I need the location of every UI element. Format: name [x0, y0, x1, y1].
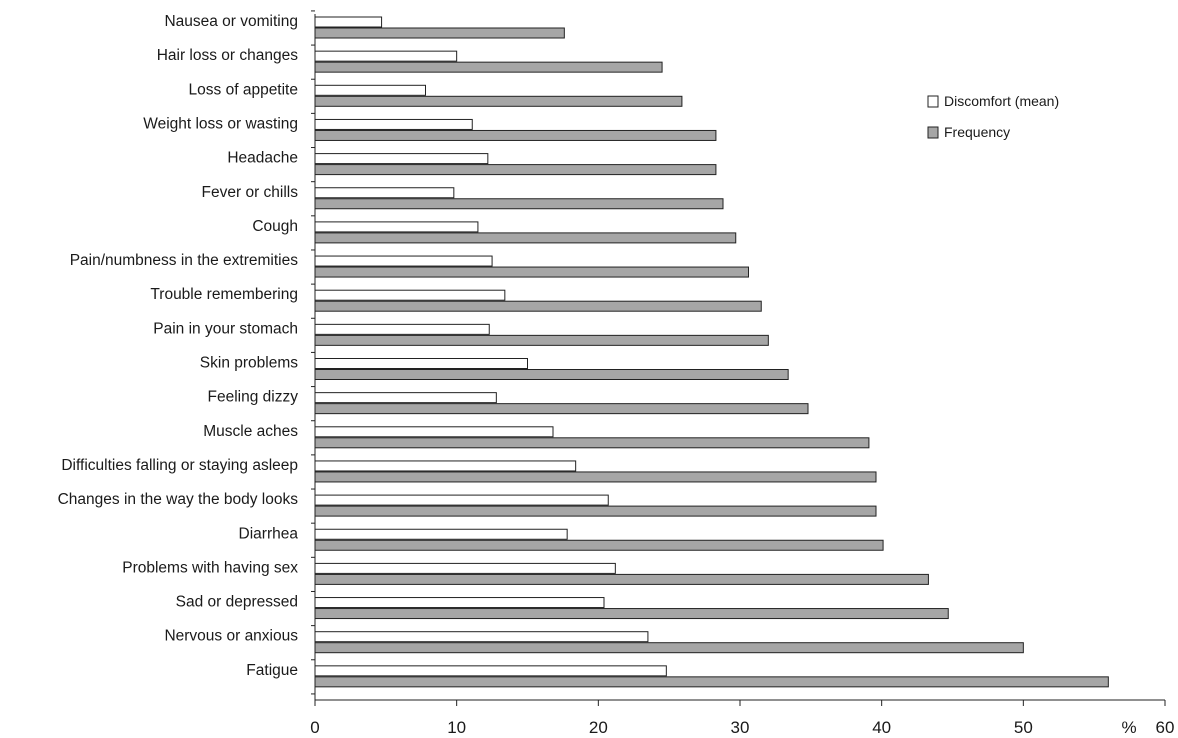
- bar-frequency: [314, 164, 717, 176]
- category-label: Trouble remembering: [150, 286, 298, 303]
- bar-discomfort: [314, 153, 489, 165]
- category-label: Problems with having sex: [122, 559, 298, 576]
- category-label: Cough: [252, 218, 298, 235]
- bar-frequency: [314, 232, 737, 244]
- bar-discomfort: [314, 562, 616, 574]
- x-tick-label: 0: [310, 718, 319, 737]
- plot-area: Nausea or vomiting Hair loss or changes Lo…: [58, 10, 1175, 737]
- bar-frequency: [314, 676, 1109, 688]
- category-label: Difficulties falling or staying asleep: [61, 457, 298, 474]
- bar-discomfort: [314, 323, 490, 335]
- category-label: Sad or depressed: [176, 594, 298, 611]
- category-label: Fatigue: [246, 662, 298, 679]
- bar-frequency: [314, 129, 717, 141]
- category-label: Pain in your stomach: [153, 320, 298, 337]
- category-label: Headache: [227, 150, 298, 167]
- category-label: Changes in the way the body looks: [58, 491, 299, 508]
- bar-discomfort: [314, 289, 506, 301]
- bar-discomfort: [314, 426, 554, 438]
- bar-frequency: [314, 300, 762, 312]
- category-label: Skin problems: [200, 355, 298, 372]
- category-label: Muscle aches: [203, 423, 298, 440]
- x-tick-label: 50: [1014, 718, 1033, 737]
- category-label: Fever or chills: [202, 184, 299, 201]
- bar-frequency: [314, 608, 949, 620]
- category-label: Weight loss or wasting: [143, 115, 298, 132]
- category-label: Feeling dizzy: [208, 389, 299, 406]
- category-label: Loss of appetite: [189, 81, 298, 98]
- bar-frequency: [314, 403, 809, 415]
- bar-discomfort: [314, 221, 479, 233]
- bar-discomfort: [314, 528, 568, 540]
- bar-discomfort: [314, 358, 528, 369]
- bar-frequency: [314, 642, 1024, 654]
- bar-discomfort: [314, 494, 609, 506]
- bar-frequency: [314, 61, 663, 73]
- legend-swatch-frequency: [927, 126, 939, 139]
- legend-label-discomfort: Discomfort (mean): [944, 93, 1059, 109]
- legend-swatch-discomfort: [927, 95, 939, 108]
- legend: Discomfort (mean) Frequency: [927, 93, 1059, 140]
- category-label: Pain/numbness in the extremities: [70, 252, 299, 269]
- x-tick-label: 10: [447, 718, 466, 737]
- bar-discomfort: [314, 84, 426, 96]
- bar-frequency: [314, 95, 683, 107]
- bar-discomfort: [314, 597, 605, 609]
- x-tick-label: 40: [872, 718, 891, 737]
- bar-discomfort: [314, 255, 493, 267]
- bar-frequency: [314, 266, 749, 278]
- category-label: Nervous or anxious: [164, 628, 298, 645]
- bar-frequency: [314, 539, 884, 551]
- x-tick-label: 20: [589, 718, 608, 737]
- x-tick-label: 60: [1156, 718, 1175, 737]
- bar-discomfort: [314, 16, 383, 28]
- bar-discomfort: [314, 665, 667, 677]
- category-label: Nausea or vomiting: [164, 13, 298, 30]
- bar-frequency: [314, 27, 565, 39]
- bar-frequency: [314, 471, 877, 483]
- bar-frequency: [314, 505, 877, 517]
- bar-frequency: [314, 573, 929, 585]
- category-label: Diarrhea: [239, 525, 299, 542]
- bar-frequency: [314, 369, 789, 380]
- bar-discomfort: [314, 187, 455, 199]
- bar-discomfort: [314, 631, 649, 643]
- bar-discomfort: [314, 118, 473, 130]
- bar-frequency: [314, 198, 724, 210]
- bar-frequency: [314, 334, 769, 346]
- x-axis-unit: %: [1121, 718, 1136, 737]
- bar-frequency: [314, 437, 870, 449]
- bar-discomfort: [314, 392, 497, 404]
- bar-discomfort: [314, 50, 458, 62]
- x-tick-label: 30: [731, 718, 750, 737]
- bar-discomfort: [314, 460, 577, 472]
- legend-label-frequency: Frequency: [944, 124, 1010, 140]
- category-label: Hair loss or changes: [157, 47, 299, 64]
